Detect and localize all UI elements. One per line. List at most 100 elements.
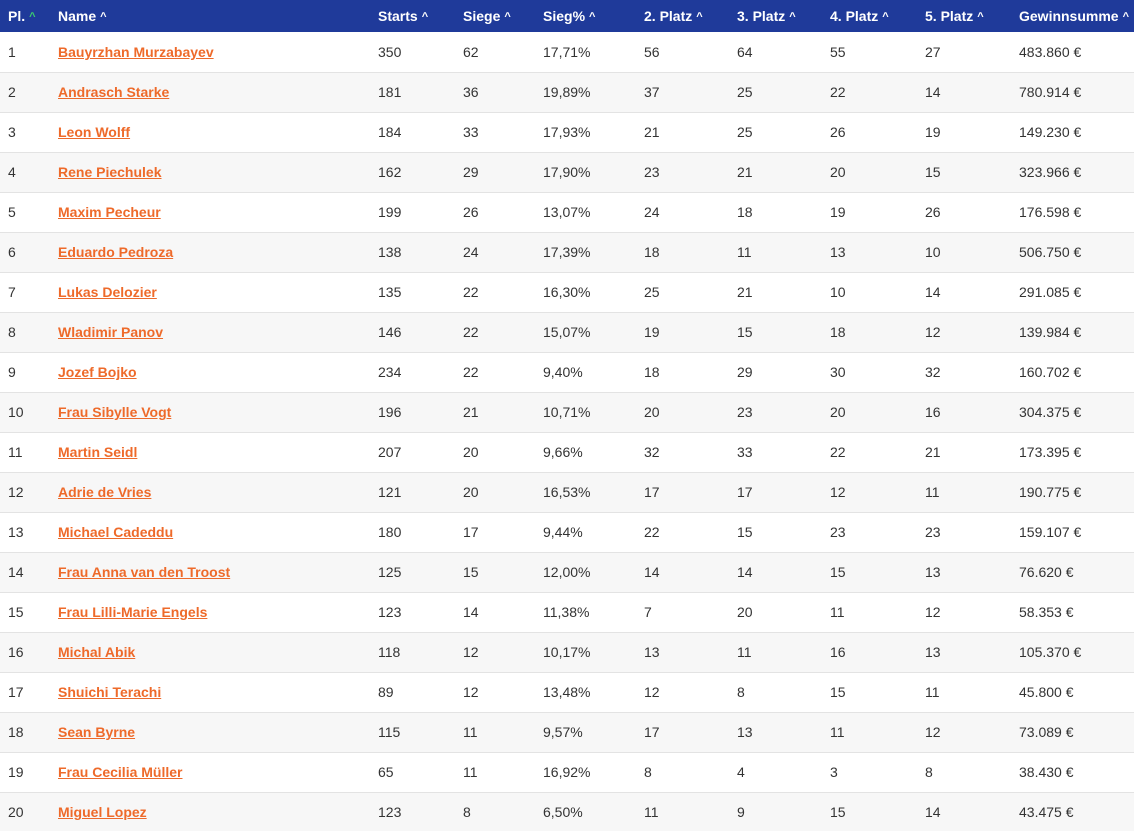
cell-value: 16,30% bbox=[543, 284, 591, 300]
column-header-p5[interactable]: 5. Platz ^ bbox=[925, 0, 1019, 32]
sort-arrow-up-icon: ^ bbox=[789, 11, 796, 23]
column-header-siegpct[interactable]: Sieg% ^ bbox=[543, 0, 644, 32]
cell-value: 13 bbox=[830, 244, 846, 260]
cell-p2: 20 bbox=[644, 392, 737, 432]
table-row: 9 Jozef Bojko 234 22 9,40% 18 29 30 32 160.702 € bbox=[0, 352, 1134, 392]
jockey-name-link[interactable]: Miguel Lopez bbox=[58, 804, 147, 820]
jockey-name-link[interactable]: Bauyrzhan Murzabayev bbox=[58, 43, 214, 60]
cell-value: 506.750 € bbox=[1019, 244, 1082, 260]
cell-value: 19 bbox=[8, 764, 24, 780]
cell-p2: 7 bbox=[644, 592, 737, 632]
cell-p2: 24 bbox=[644, 192, 737, 232]
cell-gewinn: 323.966 € bbox=[1019, 152, 1134, 192]
cell-value: 23 bbox=[737, 404, 753, 420]
cell-value: 23 bbox=[830, 524, 846, 540]
jockey-name-link[interactable]: Jozef Bojko bbox=[58, 364, 137, 380]
cell-p3: 15 bbox=[737, 312, 830, 352]
cell-value: 30 bbox=[830, 364, 846, 380]
jockey-name-link[interactable]: Wladimir Panov bbox=[58, 324, 164, 340]
cell-p3: 64 bbox=[737, 32, 830, 72]
cell-p3: 25 bbox=[737, 72, 830, 112]
column-header-p2[interactable]: 2. Platz ^ bbox=[644, 0, 737, 32]
cell-starts: 125 bbox=[378, 552, 463, 592]
cell-value: 12,00% bbox=[543, 564, 591, 580]
cell-value: 15 bbox=[830, 804, 846, 820]
jockey-name-link[interactable]: Shuichi Terachi bbox=[58, 684, 162, 700]
cell-value: 25 bbox=[737, 84, 753, 100]
column-header-gewinn[interactable]: Gewinnsumme ^ bbox=[1019, 0, 1134, 32]
column-header-pl[interactable]: Pl. ^ bbox=[0, 0, 58, 32]
cell-siegpct: 15,07% bbox=[543, 312, 644, 352]
cell-value: 14 bbox=[644, 564, 660, 580]
cell-value: 9 bbox=[8, 364, 16, 380]
column-header-name[interactable]: Name ^ bbox=[58, 0, 378, 32]
jockey-name-link[interactable]: Michael Cadeddu bbox=[58, 524, 174, 540]
jockey-name-link[interactable]: Eduardo Pedroza bbox=[58, 244, 174, 260]
cell-value: 9,40% bbox=[543, 364, 583, 380]
jockey-name-link[interactable]: Frau Sibylle Vogt bbox=[58, 404, 172, 420]
cell-value: 9,66% bbox=[543, 444, 583, 460]
cell-value: 118 bbox=[378, 644, 401, 660]
jockey-name-link[interactable]: Maxim Pecheur bbox=[58, 204, 161, 220]
cell-gewinn: 483.860 € bbox=[1019, 32, 1134, 72]
cell-value: 149.230 € bbox=[1019, 124, 1082, 140]
jockey-name-link[interactable]: Martin Seidl bbox=[58, 444, 138, 460]
cell-p4: 15 bbox=[830, 552, 925, 592]
cell-p5: 12 bbox=[925, 712, 1019, 752]
cell-value: 29 bbox=[463, 164, 479, 180]
cell-p4: 23 bbox=[830, 512, 925, 552]
cell-gewinn: 291.085 € bbox=[1019, 272, 1134, 312]
cell-pl: 17 bbox=[0, 672, 58, 712]
cell-p2: 17 bbox=[644, 472, 737, 512]
column-header-label: Gewinnsumme bbox=[1019, 8, 1119, 24]
cell-value: 13 bbox=[925, 644, 941, 660]
cell-p5: 23 bbox=[925, 512, 1019, 552]
jockey-name-link[interactable]: Rene Piechulek bbox=[58, 164, 162, 180]
jockey-name-link[interactable]: Lukas Delozier bbox=[58, 284, 157, 300]
cell-gewinn: 43.475 € bbox=[1019, 792, 1134, 831]
cell-value: 323.966 € bbox=[1019, 164, 1082, 180]
jockey-name-link[interactable]: Andrasch Starke bbox=[58, 84, 170, 100]
column-header-p4[interactable]: 4. Platz ^ bbox=[830, 0, 925, 32]
cell-p3: 25 bbox=[737, 112, 830, 152]
cell-name: Michael Cadeddu bbox=[58, 512, 378, 552]
cell-p4: 26 bbox=[830, 112, 925, 152]
jockey-name-link[interactable]: Sean Byrne bbox=[58, 724, 136, 740]
cell-starts: 146 bbox=[378, 312, 463, 352]
cell-value: 15 bbox=[830, 684, 846, 700]
column-header-label: Siege bbox=[463, 8, 501, 24]
column-header-p3[interactable]: 3. Platz ^ bbox=[737, 0, 830, 32]
cell-value: 17 bbox=[463, 524, 479, 540]
column-header-label: 2. Platz bbox=[644, 8, 693, 24]
cell-value: 6,50% bbox=[543, 804, 583, 820]
cell-siegpct: 11,38% bbox=[543, 592, 644, 632]
cell-name: Rene Piechulek bbox=[58, 152, 378, 192]
jockey-name-link[interactable]: Michal Abik bbox=[58, 644, 136, 660]
cell-value: 13,07% bbox=[543, 204, 591, 220]
column-header-starts[interactable]: Starts ^ bbox=[378, 0, 463, 32]
cell-p3: 14 bbox=[737, 552, 830, 592]
cell-siege: 26 bbox=[463, 192, 543, 232]
sort-arrow-up-icon: ^ bbox=[421, 11, 429, 23]
cell-pl: 18 bbox=[0, 712, 58, 752]
cell-gewinn: 149.230 € bbox=[1019, 112, 1134, 152]
cell-value: 9,57% bbox=[543, 724, 583, 740]
cell-value: 19 bbox=[925, 124, 941, 140]
cell-starts: 196 bbox=[378, 392, 463, 432]
cell-value: 12 bbox=[830, 484, 846, 500]
jockey-name-link[interactable]: Frau Anna van den Troost bbox=[58, 564, 231, 580]
cell-value: 16 bbox=[830, 644, 846, 660]
column-header-siege[interactable]: Siege ^ bbox=[463, 0, 543, 32]
cell-pl: 19 bbox=[0, 752, 58, 792]
jockey-name-link[interactable]: Frau Lilli-Marie Engels bbox=[58, 604, 208, 620]
cell-p4: 13 bbox=[830, 232, 925, 272]
cell-pl: 12 bbox=[0, 472, 58, 512]
jockey-name-link[interactable]: Frau Cecilia Müller bbox=[58, 764, 183, 780]
jockey-name-link[interactable]: Leon Wolff bbox=[58, 124, 131, 140]
jockey-name-link[interactable]: Adrie de Vries bbox=[58, 484, 152, 500]
cell-value: 26 bbox=[925, 204, 941, 220]
table-row: 15 Frau Lilli-Marie Engels 123 14 11,38% 7 20 1… bbox=[0, 592, 1134, 632]
cell-value: 21 bbox=[644, 124, 660, 140]
cell-value: 21 bbox=[737, 284, 753, 300]
cell-value: 14 bbox=[925, 84, 941, 100]
